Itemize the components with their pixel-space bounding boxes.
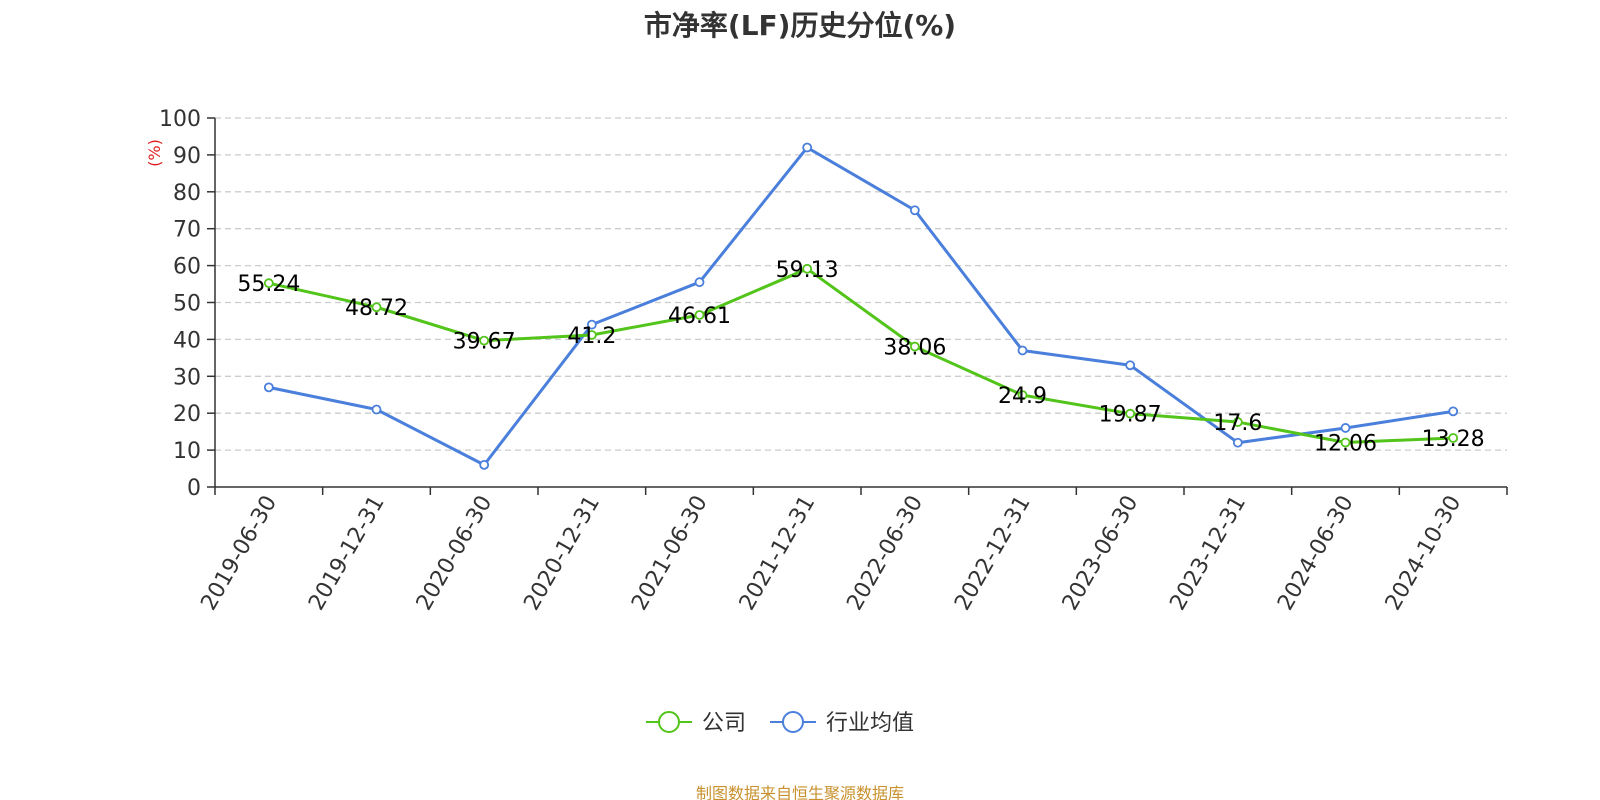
series-line [268,146,1454,467]
y-tick-label: 90 [173,144,201,169]
legend-marker [658,711,680,733]
data-label: 19.87 [1099,403,1162,428]
data-label: 41.2 [567,324,616,349]
data-label: 48.72 [345,296,408,321]
y-tick-label: 40 [173,328,201,353]
data-point [1340,437,1351,448]
data-point [1232,437,1243,448]
data-label: 13.28 [1422,427,1485,452]
x-tick-label: 2021-12-31 [735,492,821,615]
source-note: 制图数据来自恒生聚源数据库 [695,784,904,800]
grid-layer [215,117,1507,451]
chart-title: 市净率(LF)历史分位(%) [643,9,957,42]
data-point [1125,408,1136,419]
data-point [909,341,920,352]
x-tick-label: 2020-06-30 [412,492,498,615]
data-point [1017,390,1028,401]
x-tick-label: 2021-06-30 [627,492,713,615]
x-tick-label: 2023-12-31 [1165,492,1251,615]
data-point [694,310,705,320]
series-layer [263,142,1459,470]
data-label: 24.9 [998,384,1047,409]
y-tick-label: 30 [173,365,201,390]
data-label: 55.24 [237,272,300,297]
data-point [479,459,490,470]
legend-label: 行业均值 [826,711,914,736]
data-point [1340,423,1351,433]
data-point [1448,433,1459,443]
axis-layer: 0 10 20 30 40 50 60 70 80 90 100 (%) 2019-06-30 2019-… [145,107,1508,615]
y-tick-label: 100 [159,107,201,132]
data-point [1448,406,1459,417]
data-point [1232,417,1243,427]
x-tick-label: 2024-06-30 [1273,492,1359,615]
legend-marker [782,711,804,733]
data-label: 38.06 [883,336,946,361]
y-tick-label: 60 [173,255,201,280]
y-tick-label: 70 [173,218,201,243]
x-tick-label: 2020-12-31 [519,492,605,615]
data-point [909,205,920,216]
data-point [263,278,274,289]
y-tick-label: 20 [173,402,201,427]
data-label: 12.06 [1314,431,1377,456]
data-point [1017,345,1028,356]
x-tick-label: 2019-06-30 [196,492,282,615]
data-point [479,335,490,346]
data-point [371,302,382,313]
x-tick-label: 2022-06-30 [842,492,928,615]
data-label: 59.13 [776,258,839,283]
x-tick-label: 2024-10-30 [1381,492,1467,615]
legend-layer: 公司 行业均值 [646,711,914,736]
data-point [694,277,705,288]
legend-label: 公司 [702,711,746,736]
data-point [1125,360,1136,371]
data-label: 39.67 [453,330,516,355]
data-point [586,330,597,340]
x-tick-label: 2022-12-31 [950,492,1036,615]
data-point [371,404,382,415]
y-tick-label: 80 [173,181,201,206]
x-tick-label: 2019-12-31 [304,492,390,615]
x-tick-label: 2023-06-30 [1058,492,1144,615]
data-label: 17.6 [1213,411,1262,436]
y-axis-label: (%) [145,139,164,167]
data-point [802,263,813,274]
y-tick-label: 50 [173,292,201,317]
data-point [263,382,274,393]
data-point [802,142,813,153]
label-layer: 55.24 48.72 39.67 41.2 46.61 59.13 38.06 24.9 19… [237,258,1484,457]
series-line [268,267,1454,444]
data-label: 46.61 [668,304,731,329]
y-tick-label: 0 [187,476,201,501]
data-point [586,319,597,330]
y-tick-label: 10 [173,439,201,464]
